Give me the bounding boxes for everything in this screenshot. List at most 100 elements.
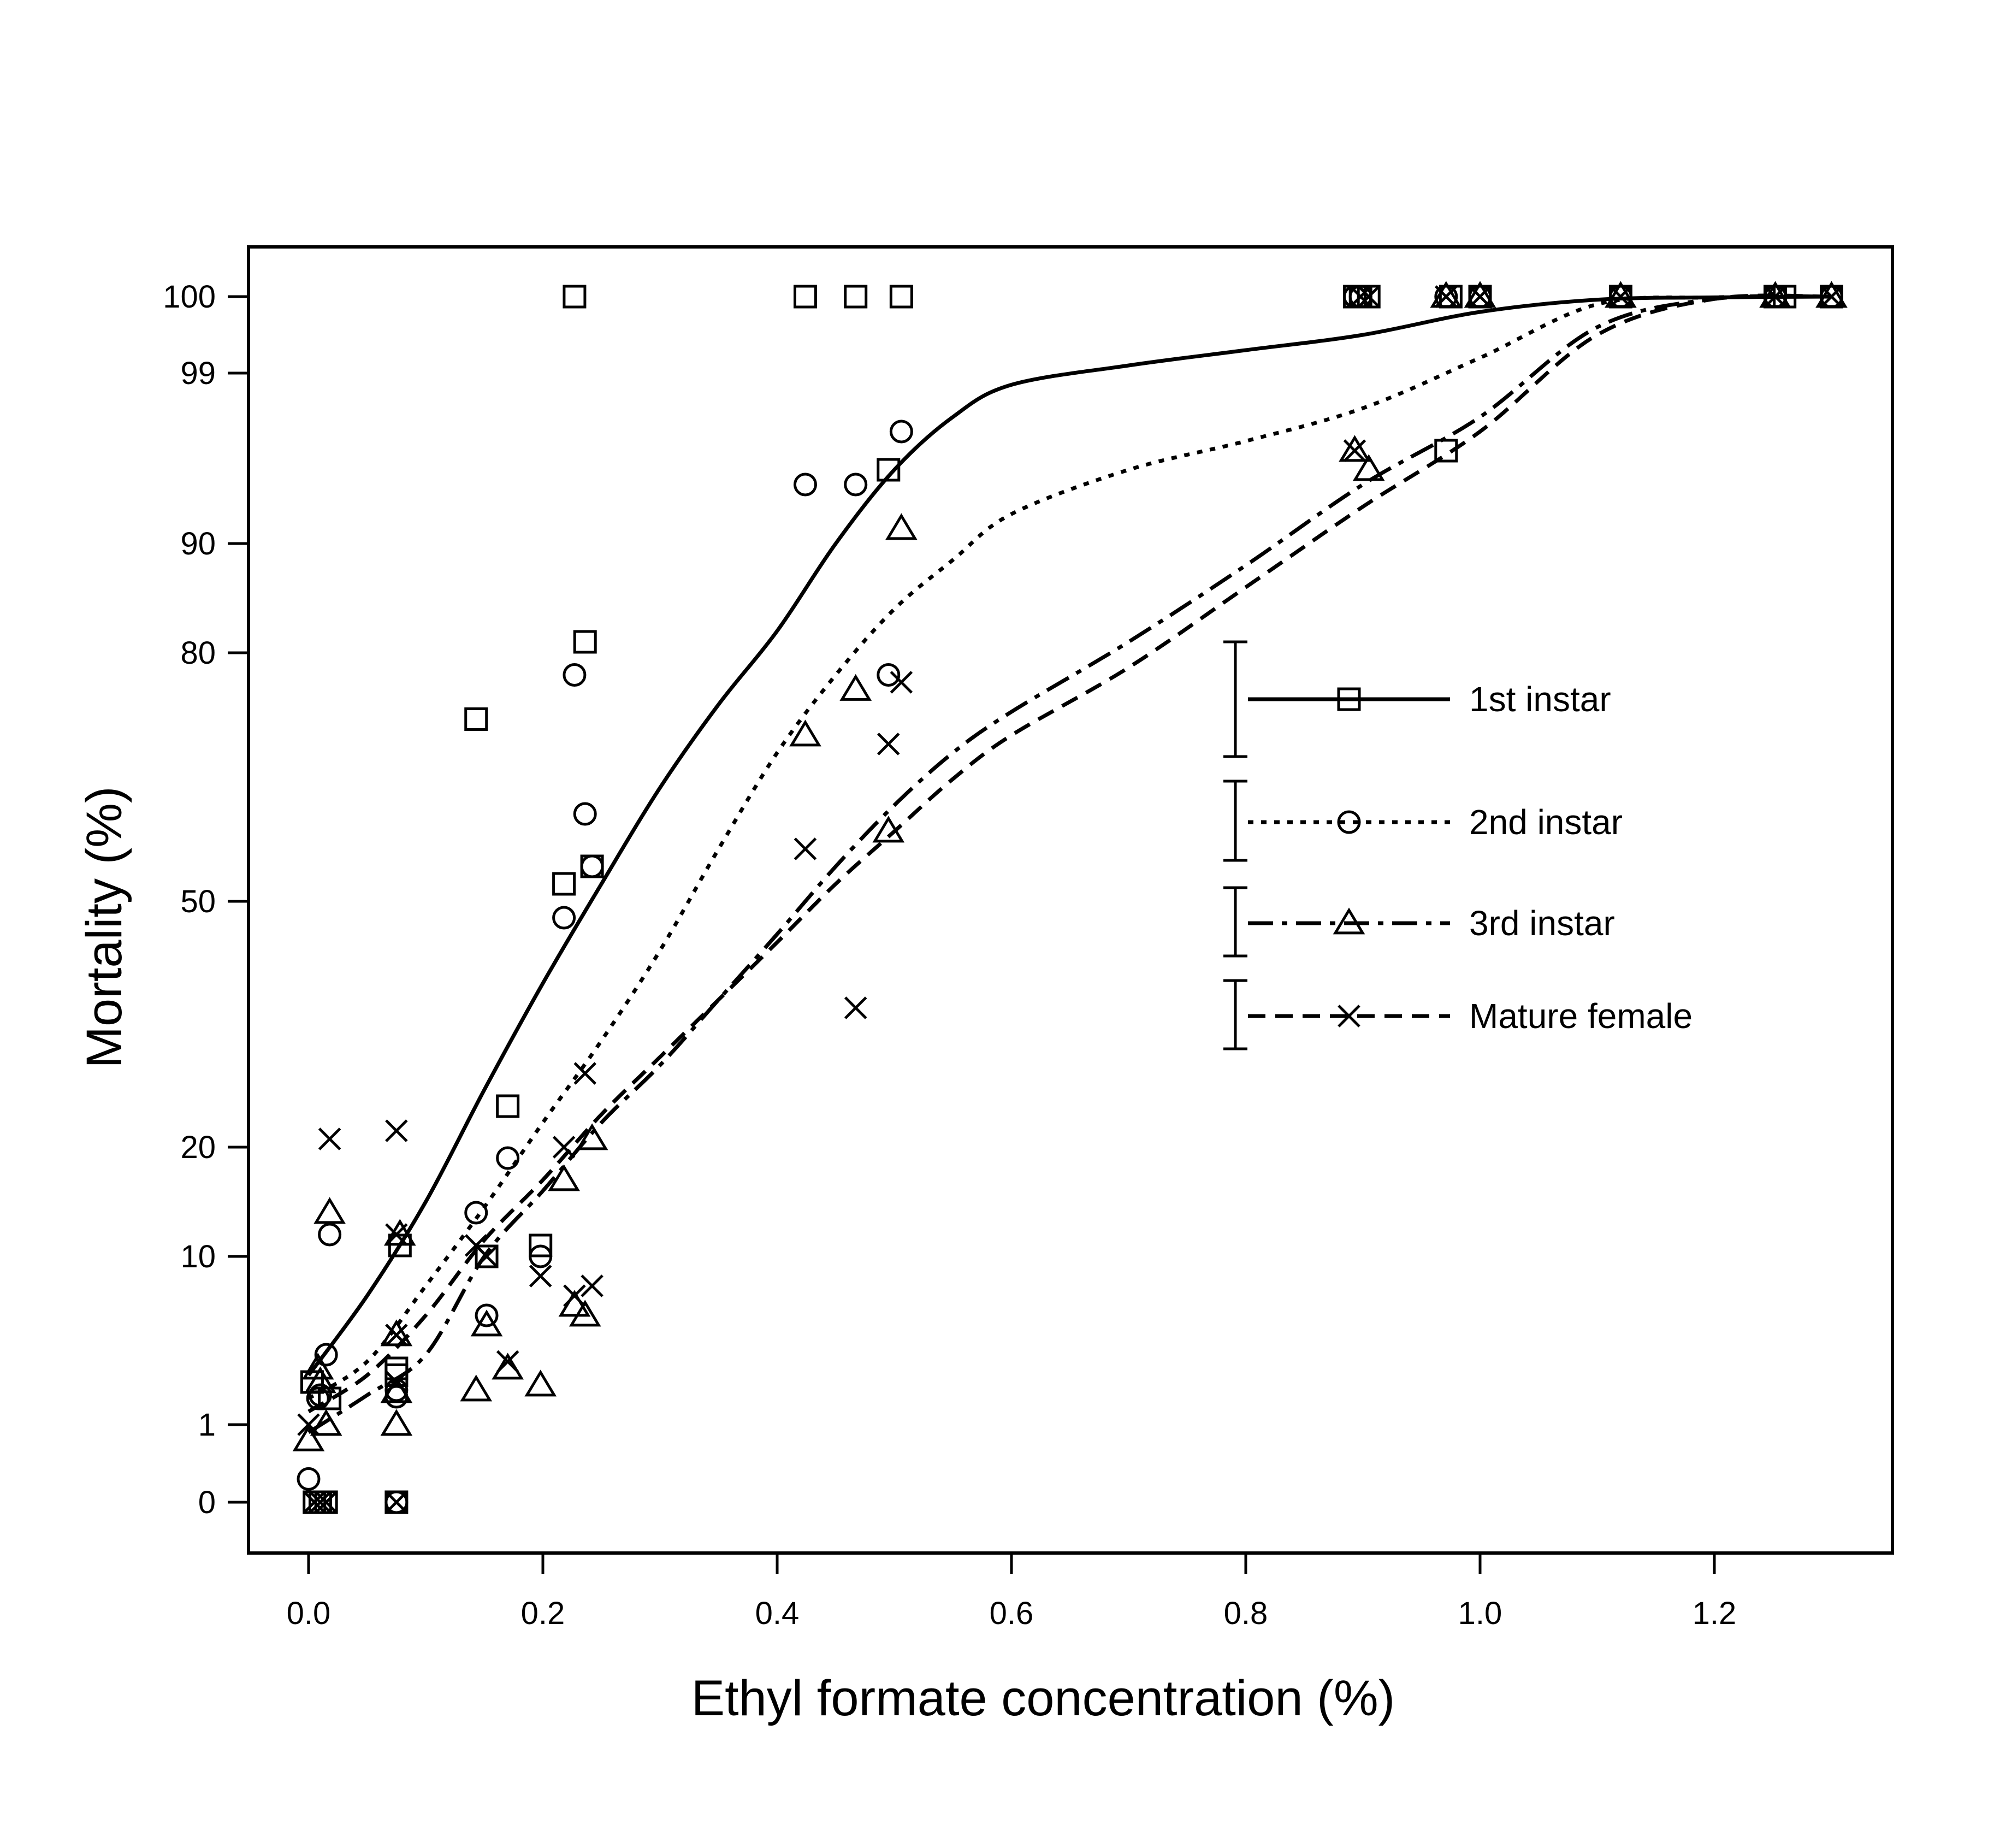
data-point-mature-female (844, 996, 867, 1019)
data-point-1st-instar (889, 285, 913, 309)
data-point-2nd-instar (844, 473, 868, 497)
data-point-1st-instar (573, 630, 597, 654)
data-point-mature-female (309, 1491, 332, 1514)
data-point-2nd-instar (384, 1490, 409, 1514)
legend-item-2nd-instar: 2nd instar (1223, 780, 1623, 862)
data-point-2nd-instar (496, 1146, 520, 1170)
data-point-1st-instar (793, 285, 817, 309)
legend-marker (1337, 810, 1361, 834)
data-point-2nd-instar (475, 1303, 499, 1327)
data-point-2nd-instar (889, 420, 913, 444)
data-point-mature-female (1820, 285, 1843, 308)
data-point-1st-instar (529, 1233, 553, 1257)
data-point-3rd-instar (292, 1424, 325, 1451)
data-point-1st-instar (552, 872, 576, 896)
data-point-mature-female (385, 1491, 408, 1514)
data-point-mature-female (385, 1371, 408, 1394)
data-point-mature-female (1349, 285, 1372, 308)
data-point-3rd-instar (460, 1374, 493, 1402)
data-point-3rd-instar (380, 1409, 413, 1436)
legend-marker (1338, 1005, 1360, 1028)
data-point-3rd-instar (380, 1319, 413, 1347)
data-point-3rd-instar (576, 1123, 608, 1150)
y-tick-label: 100 (163, 279, 216, 315)
series-curve-1st-instar (307, 294, 1832, 1377)
data-point-mature-female (573, 1062, 596, 1085)
data-point-mature-female (1357, 285, 1380, 308)
data-point-3rd-instar (1759, 281, 1791, 308)
data-point-mature-female (552, 1136, 576, 1159)
data-point-mature-female (475, 1245, 498, 1268)
data-point-1st-instar (1357, 285, 1381, 309)
data-point-3rd-instar (304, 1366, 336, 1394)
data-point-mature-female (385, 1119, 408, 1142)
data-point-mature-female (890, 671, 913, 694)
data-point-2nd-instar (877, 663, 901, 687)
data-points (292, 281, 1848, 1514)
data-point-3rd-instar (1430, 281, 1463, 308)
legend-label: 1st instar (1469, 680, 1611, 719)
data-point-1st-instar (318, 1386, 342, 1410)
data-point-2nd-instar (318, 1223, 342, 1247)
data-point-3rd-instar (872, 816, 905, 843)
data-point-3rd-instar (313, 1197, 346, 1224)
legend-marker (1333, 907, 1365, 935)
y-tick-label: 50 (180, 884, 216, 919)
data-point-2nd-instar (552, 906, 576, 930)
data-point-mature-female (385, 1324, 408, 1347)
data-point-3rd-instar (470, 1309, 503, 1337)
legend-bracket (1223, 886, 1247, 958)
y-tick-label: 80 (180, 635, 216, 671)
data-point-2nd-instar (1342, 285, 1366, 309)
x-tick-label: 0.4 (755, 1596, 800, 1631)
legend-bracket (1223, 780, 1247, 862)
data-point-3rd-instar (569, 1300, 601, 1327)
data-point-3rd-instar (1605, 281, 1637, 308)
x-tick-label: 1.0 (1458, 1596, 1502, 1631)
data-point-1st-instar (844, 285, 868, 309)
legend-label: 2nd instar (1469, 802, 1623, 842)
data-point-2nd-instar (308, 1383, 332, 1407)
data-point-2nd-instar (563, 663, 587, 687)
data-point-mature-female (303, 1491, 326, 1514)
x-tick-label: 1.2 (1693, 1596, 1737, 1631)
data-point-1st-instar (563, 285, 587, 309)
data-point-3rd-instar (839, 674, 872, 701)
y-axis-title: Mortality (%) (76, 786, 132, 1068)
data-point-2nd-instar (793, 473, 817, 497)
x-tick-label: 0.0 (287, 1596, 331, 1631)
series-curve-mature-female (307, 293, 1832, 1413)
data-point-3rd-instar (1815, 281, 1848, 308)
data-point-3rd-instar (1464, 281, 1496, 308)
data-point-3rd-instar (310, 1409, 342, 1436)
data-point-2nd-instar (529, 1244, 553, 1268)
y-tick-label: 0 (198, 1485, 216, 1520)
data-point-1st-instar (475, 1244, 499, 1268)
data-point-3rd-instar (524, 1369, 557, 1397)
data-point-mature-female (1764, 285, 1787, 308)
legend-item-3rd-instar: 3rd instar (1223, 886, 1615, 958)
legend: 1st instar 2nd instar 3rd instar Mature fem… (1223, 640, 1693, 1050)
data-point-1st-instar (464, 707, 488, 731)
x-tick-label: 0.2 (521, 1596, 565, 1631)
data-point-mature-female (385, 1223, 408, 1246)
data-point-2nd-instar (297, 1467, 321, 1491)
series-curve-3rd-instar (307, 294, 1832, 1434)
data-point-mature-female (1469, 285, 1492, 308)
data-point-1st-instar (877, 458, 901, 482)
data-point-1st-instar (1434, 439, 1458, 463)
data-point-2nd-instar (580, 854, 604, 878)
y-tick-label: 20 (180, 1130, 216, 1165)
data-point-3rd-instar (548, 1164, 580, 1191)
data-point-3rd-instar (301, 1353, 334, 1380)
data-point-2nd-instar (1348, 285, 1372, 309)
x-tick-label: 0.6 (990, 1596, 1034, 1631)
data-point-mature-female (496, 1350, 519, 1373)
data-point-mature-female (1609, 285, 1632, 308)
y-tick-label: 1 (198, 1407, 216, 1443)
legend-item-1st-instar: 1st instar (1223, 640, 1611, 758)
legend-bracket (1223, 640, 1247, 758)
